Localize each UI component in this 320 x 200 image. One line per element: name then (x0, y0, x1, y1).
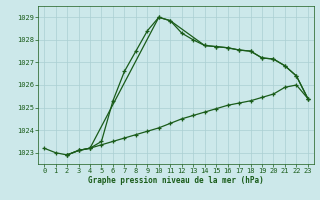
X-axis label: Graphe pression niveau de la mer (hPa): Graphe pression niveau de la mer (hPa) (88, 176, 264, 185)
